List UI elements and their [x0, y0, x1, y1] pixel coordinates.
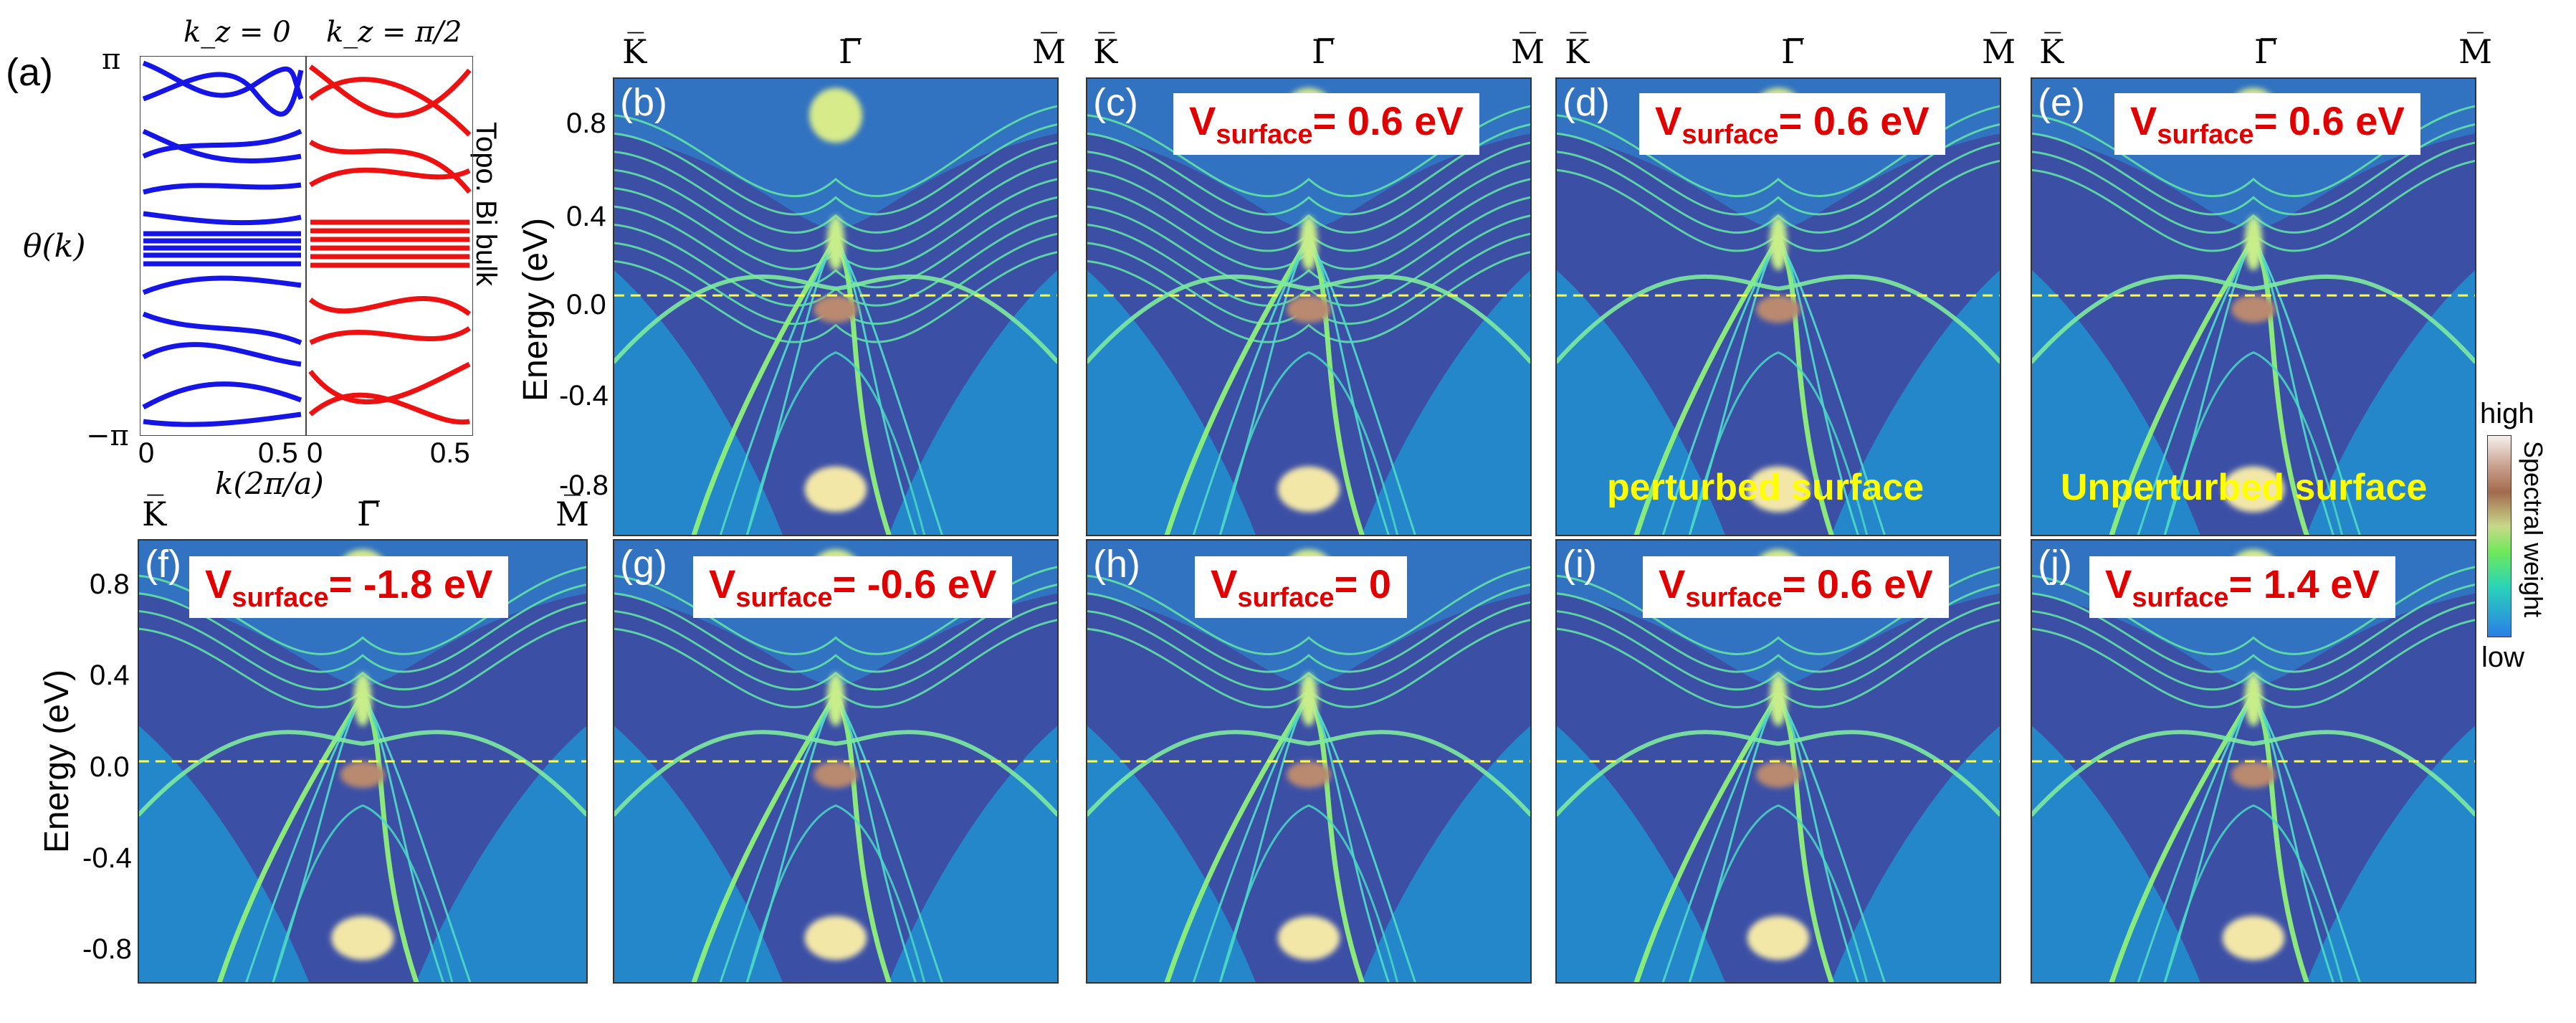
mbar-label-e: M̅ — [2458, 32, 2493, 71]
panel-label: (b) — [620, 81, 667, 124]
bulk-continuum-left — [1087, 725, 1256, 982]
band-structure-map — [614, 79, 1057, 535]
bulk-continuum-right — [1831, 270, 2000, 535]
xtick-05-left: 0.5 — [258, 437, 298, 469]
ytick-bot-0.0: 0.0 — [90, 751, 130, 783]
energy-axis-label-top: Energy (eV) — [517, 217, 555, 401]
bulk-continuum-right — [1362, 270, 1530, 535]
bulk-continuum-left — [614, 725, 783, 982]
kbar-label-d: K̅ — [1565, 32, 1590, 71]
bulk-continuum-right — [1362, 725, 1530, 982]
spectral-panel-h: (h) Vsurface= 0 — [1086, 539, 1532, 984]
bulk-continuum-right — [889, 725, 1057, 982]
panel-label: (d) — [1563, 81, 1610, 124]
vsurface-box: Vsurface= -0.6 eV — [693, 556, 1013, 619]
spectral-panel-i: (i) Vsurface= 0.6 eV — [1555, 539, 2001, 984]
bulk-continuum-right — [1831, 725, 2000, 982]
mbar-label-d: M̅ — [1982, 32, 2016, 71]
bulk-continuum-right — [889, 270, 1057, 535]
gammabar-label-e: Γ̅ — [2254, 32, 2277, 71]
bulk-continuum-left — [1087, 270, 1256, 535]
k-axis-label: k(2π/a) — [215, 466, 324, 501]
ytick-bot-0.8: 0.8 — [90, 568, 130, 600]
gammabar-label-b: Γ̅ — [839, 32, 862, 71]
high-weight-spots — [804, 87, 867, 513]
bulk-continuum-left — [139, 725, 310, 982]
colorbar-label: Spectral weight — [2519, 441, 2548, 618]
bulk-continuum-left — [1557, 270, 1725, 535]
colorbar-low: low — [2481, 642, 2525, 673]
vsurface-box: Vsurface= 0.6 eV — [1643, 556, 1949, 619]
spectral-panel-f: (f) Vsurface= -1.8 eV — [138, 539, 588, 984]
kz0-title: k_z = 0 — [183, 16, 291, 49]
mbar-label-c: M̅ — [1511, 32, 1545, 71]
vsurface-box: Vsurface= 0.6 eV — [1173, 93, 1479, 156]
wilson-loop-plot — [140, 56, 473, 436]
panel-a-label: (a) — [6, 51, 53, 94]
panel-label: (c) — [1093, 81, 1138, 124]
ytick-bot-m0.8: -0.8 — [82, 933, 132, 965]
vsurface-box: Vsurface= 1.4 eV — [2089, 556, 2395, 619]
panel-label: (h) — [1093, 543, 1140, 586]
spectral-panel-d: (d) Vsurface= 0.6 eV perturbed surface — [1555, 77, 2001, 536]
mbar-label-f: M̅ — [555, 495, 590, 533]
bulk-continuum-right — [416, 725, 586, 982]
bulk-continuum-left — [2032, 725, 2200, 982]
ytick-top-m0.4: -0.4 — [559, 380, 609, 411]
bulk-continuum-left — [614, 270, 783, 535]
panel-label: (i) — [1563, 543, 1597, 586]
vsurface-box: Vsurface= 0.6 eV — [2114, 93, 2420, 156]
ytick-bot-m0.4: -0.4 — [82, 842, 132, 874]
surface-note: perturbed surface — [1607, 467, 1924, 508]
gammabar-label-f: Γ̅ — [357, 495, 380, 533]
vsurface-box: Vsurface= 0 — [1195, 556, 1407, 619]
xtick-0-right: 0 — [307, 437, 323, 469]
gammabar-label-d: Γ̅ — [1781, 32, 1804, 71]
spectral-panel-b: (b) — [613, 77, 1059, 536]
kzpi2-title: k_z = π/2 — [326, 16, 462, 49]
panel-label: (g) — [620, 543, 667, 586]
kbar-label-b: K̅ — [622, 32, 647, 71]
kbar-label-e: K̅ — [2039, 32, 2064, 71]
topo-bi-bulk-label: Topo. Bi bulk — [470, 122, 502, 287]
bulk-continuum-left — [1557, 725, 1725, 982]
spectral-panel-c: (c) Vsurface= 0.6 eV — [1086, 77, 1532, 536]
colorbar-high: high — [2480, 398, 2534, 429]
energy-axis-label-bottom: Energy (eV) — [38, 669, 76, 853]
gammabar-label-c: Γ̅ — [1312, 32, 1335, 71]
ytick-top-0.0: 0.0 — [566, 289, 606, 320]
colorbar-gradient — [2487, 435, 2511, 637]
vsurface-box: Vsurface= 0.6 eV — [1639, 93, 1945, 156]
mbar-label-b: M̅ — [1032, 32, 1067, 71]
spectral-panel-j: (j) Vsurface= 1.4 eV — [2031, 539, 2476, 984]
vsurface-box: Vsurface= -1.8 eV — [189, 556, 509, 619]
xtick-0-left: 0 — [138, 437, 155, 469]
panel-label: (e) — [2038, 81, 2085, 124]
panel-label: (f) — [145, 543, 181, 586]
ytick-top-0.4: 0.4 — [566, 201, 606, 232]
kbar-label-f: K̅ — [142, 495, 167, 533]
ytick-minus-pi: −π — [86, 419, 129, 452]
bulk-continuum-right — [2307, 270, 2475, 535]
spectral-panel-g: (g) Vsurface= -0.6 eV — [613, 539, 1059, 984]
bulk-continuum-right — [2307, 725, 2475, 982]
surface-note: Unperturbed surface — [2061, 467, 2428, 508]
xtick-05-right: 0.5 — [430, 437, 470, 469]
ytick-top-0.8: 0.8 — [566, 108, 606, 139]
ytick-pi: π — [102, 43, 121, 76]
theta-label: θ(k) — [23, 228, 86, 265]
ytick-top-m0.8: -0.8 — [559, 470, 609, 501]
kbar-label-c: K̅ — [1093, 32, 1118, 71]
spectral-panel-e: (e) Vsurface= 0.6 eV Unperturbed surface — [2031, 77, 2476, 536]
ytick-bot-0.4: 0.4 — [90, 660, 130, 691]
conduction-region — [614, 79, 1057, 229]
panel-label: (j) — [2038, 543, 2072, 586]
bulk-continuum-left — [2032, 270, 2200, 535]
